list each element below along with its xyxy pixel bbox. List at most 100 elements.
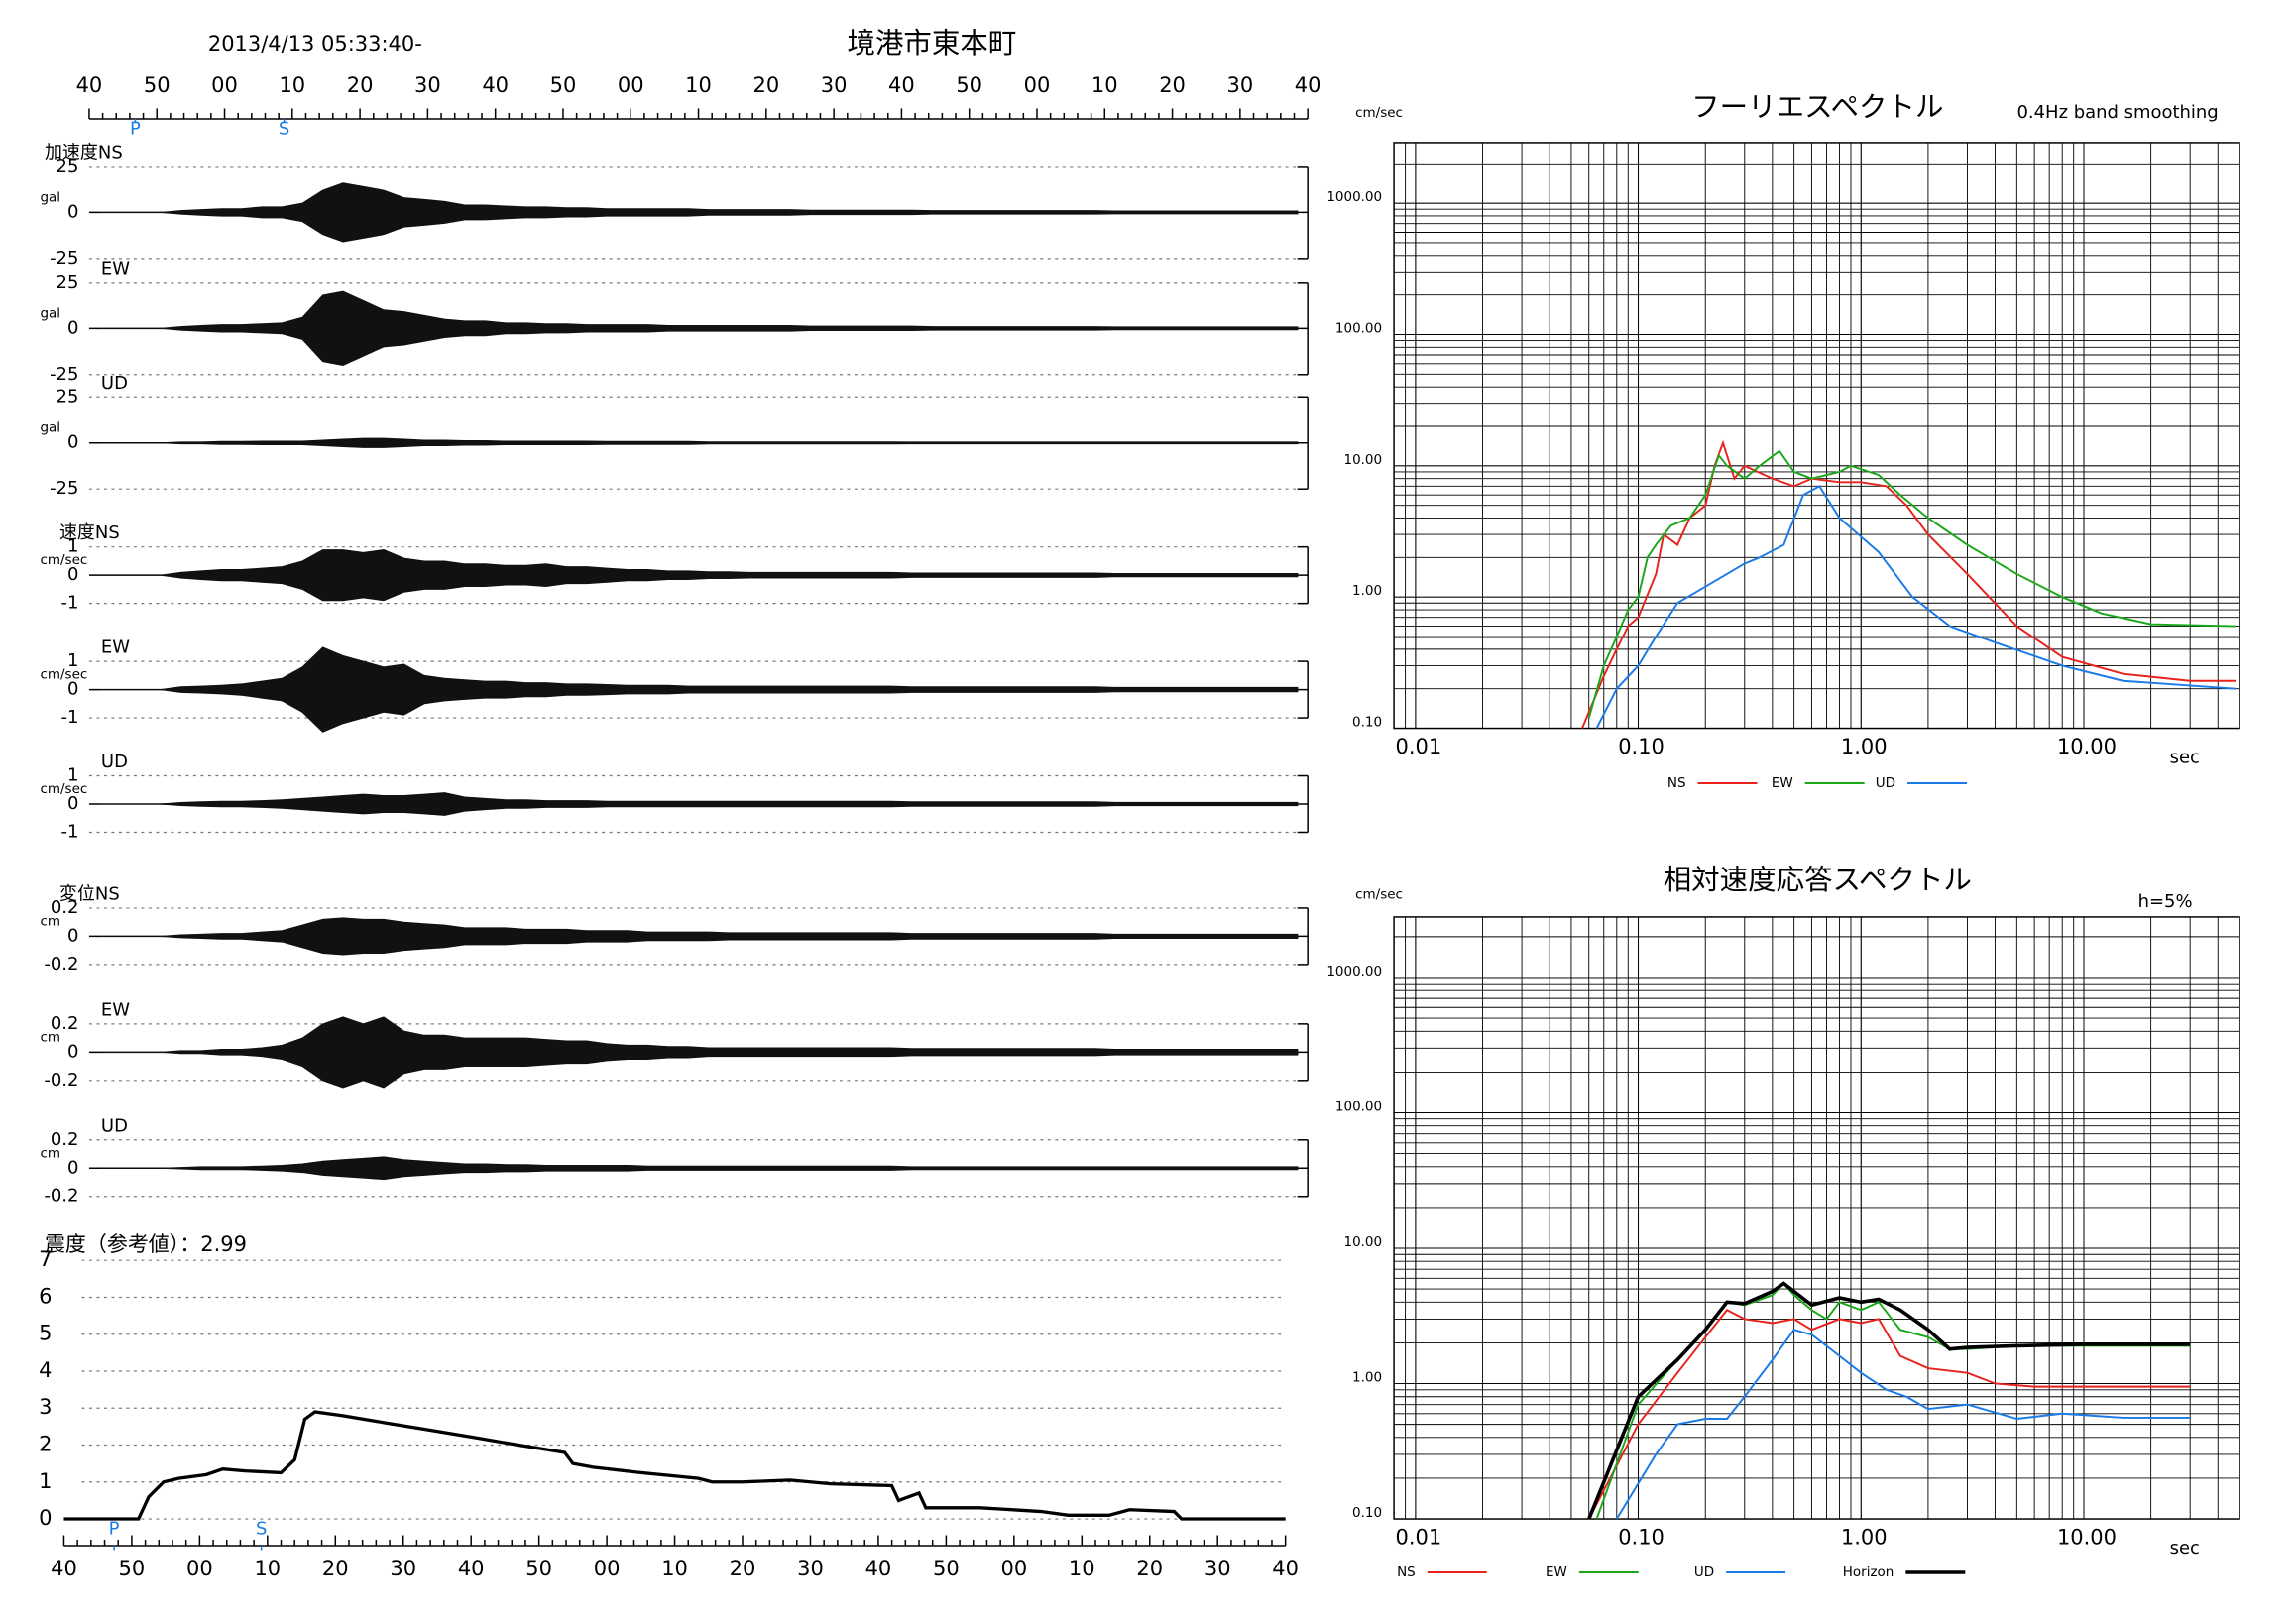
fourier-subtitle: 0.4Hz band smoothing: [2016, 102, 2218, 123]
x-tick-label: 30: [1227, 73, 1254, 97]
x-tick-label: 0.01: [1396, 735, 1442, 758]
record-time: 2013/4/13 05:33:40-: [208, 32, 422, 56]
y-tick-label: 25: [57, 386, 79, 406]
legend-label: UD: [1876, 775, 1895, 791]
y-tick-label: 1: [39, 1469, 52, 1493]
spectrum-line: [1595, 485, 2237, 729]
y-tick-label: 0: [67, 1157, 78, 1178]
x-tick-label: 20: [730, 1557, 756, 1580]
trace-label: 加速度NS: [45, 142, 123, 163]
y-tick-label: -25: [50, 248, 78, 269]
y-tick-label: 6: [39, 1284, 52, 1308]
trace-unit: cm: [40, 1029, 60, 1045]
waveform: [99, 646, 1299, 733]
y-tick-label: 0: [67, 793, 78, 814]
phase-label: S: [279, 118, 289, 139]
trace-label: 速度NS: [59, 522, 120, 543]
fourier-title: フーリエスペクトル: [1691, 90, 1943, 123]
x-tick-label: 30: [1205, 1557, 1231, 1580]
x-tick-label: 30: [390, 1557, 416, 1580]
x-tick-label: 00: [1024, 73, 1051, 97]
response-subtitle: h=5%: [2138, 891, 2193, 912]
x-tick-label: 50: [525, 1557, 552, 1580]
y-tick-label: 1000.00: [1326, 189, 1382, 205]
phase-label: P: [109, 1519, 120, 1540]
x-tick-label: 50: [119, 1557, 146, 1580]
y-tick-label: 1: [67, 650, 78, 671]
x-tick-label: 00: [211, 73, 238, 97]
y-tick-label: 0.2: [51, 1013, 79, 1034]
y-tick-label: -0.2: [44, 1186, 78, 1207]
x-tick-label: 00: [594, 1557, 621, 1580]
x-tick-label: 10: [1069, 1557, 1095, 1580]
x-tick-label: 40: [888, 73, 915, 97]
x-tick-label: 10.00: [2057, 1526, 2117, 1550]
y-tick-label: 2: [39, 1433, 52, 1456]
spectrum-line: [1587, 1309, 2191, 1520]
x-tick-label: 1.00: [1841, 1526, 1888, 1550]
x-tick-label: 40: [76, 73, 103, 97]
x-tick-label: 50: [550, 73, 577, 97]
y-tick-label: 0: [67, 679, 78, 700]
legend-label: EW: [1772, 775, 1793, 791]
x-tick-label: 20: [752, 73, 779, 97]
x-tick-label: 20: [347, 73, 374, 97]
y-tick-label: 10.00: [1343, 1234, 1382, 1250]
phase-label: P: [130, 118, 141, 139]
trace-label: EW: [101, 999, 130, 1020]
y-tick-label: -1: [61, 707, 79, 728]
trace-unit: cm/sec: [40, 781, 87, 797]
spectrum-line: [1587, 449, 2237, 719]
x-tick-label: 10: [1091, 73, 1118, 97]
y-tick-label: 100.00: [1335, 1099, 1382, 1114]
x-tick-label: 10.00: [2057, 735, 2117, 758]
trace-label: EW: [101, 258, 130, 279]
trace-unit: cm/sec: [40, 552, 87, 568]
y-tick-label: 3: [39, 1395, 52, 1419]
x-tick-label: 50: [144, 73, 171, 97]
fourier-y-label: cm/sec: [1355, 105, 1403, 121]
x-tick-label: 00: [618, 73, 644, 97]
x-tick-label: 30: [797, 1557, 824, 1580]
legend-label: NS: [1667, 775, 1686, 791]
y-tick-label: 0: [39, 1506, 52, 1530]
trace-label: UD: [101, 752, 128, 772]
y-tick-label: 0.2: [51, 1129, 79, 1150]
waveform: [99, 1016, 1299, 1089]
x-tick-label: 50: [933, 1557, 960, 1580]
x-tick-label: 40: [458, 1557, 485, 1580]
x-tick-label: 20: [1136, 1557, 1163, 1580]
y-tick-label: 1.00: [1352, 1370, 1382, 1386]
trace-unit: gal: [40, 189, 60, 205]
y-tick-label: 0.2: [51, 897, 79, 918]
response-y-label: cm/sec: [1355, 886, 1403, 902]
x-tick-label: 10: [254, 1557, 281, 1580]
y-tick-label: 0: [67, 925, 78, 946]
y-tick-label: 1: [67, 536, 78, 557]
response-title: 相対速度応答スペクトル: [1664, 864, 1972, 896]
y-tick-label: -25: [50, 364, 78, 385]
waveform: [99, 917, 1299, 956]
x-tick-label: 30: [414, 73, 441, 97]
trace-unit: cm/sec: [40, 667, 87, 683]
waveform: [99, 792, 1299, 816]
response-x-label: sec: [2170, 1538, 2200, 1559]
x-tick-label: 50: [956, 73, 982, 97]
x-tick-label: 20: [322, 1557, 349, 1580]
legend-label: EW: [1546, 1565, 1567, 1580]
x-tick-label: 40: [1295, 73, 1321, 97]
y-tick-label: 0: [67, 201, 78, 222]
y-tick-label: -25: [50, 478, 78, 499]
y-tick-label: 0.10: [1352, 715, 1382, 731]
y-tick-label: 5: [39, 1322, 52, 1345]
station-name: 境港市東本町: [847, 27, 1016, 59]
fourier-x-label: sec: [2170, 748, 2200, 768]
x-tick-label: 0.10: [1618, 1526, 1665, 1550]
x-tick-label: 10: [661, 1557, 688, 1580]
y-tick-label: 1000.00: [1326, 964, 1382, 980]
x-tick-label: 40: [1272, 1557, 1299, 1580]
x-tick-label: 1.00: [1841, 735, 1888, 758]
y-tick-label: -0.2: [44, 1070, 78, 1091]
y-tick-label: 1: [67, 765, 78, 786]
